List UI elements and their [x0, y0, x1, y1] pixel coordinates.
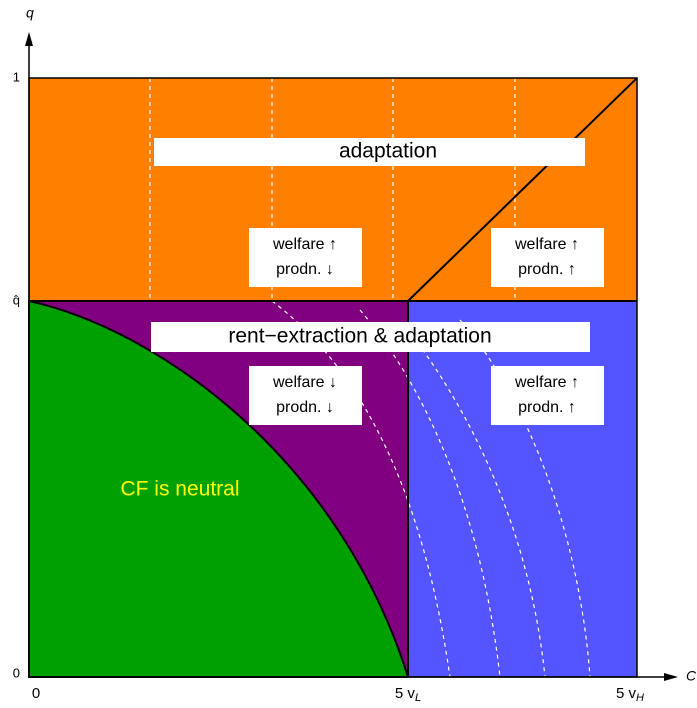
effect-box — [249, 366, 362, 425]
label-box — [154, 138, 585, 166]
effect-prodn: prodn. ↑ — [518, 261, 576, 278]
x-tick-text: 5 v — [395, 685, 416, 702]
region-label: CF is neutral — [120, 478, 239, 501]
effect-prodn: prodn. ↓ — [276, 261, 334, 278]
effect-box — [249, 228, 362, 287]
effect-welfare: welfare ↓ — [272, 374, 337, 391]
x-tick: 5 vH — [616, 685, 644, 704]
effect-box — [491, 228, 604, 287]
y-tick: 0 — [13, 665, 20, 680]
region-label: adaptation — [339, 140, 437, 163]
effect-box — [491, 366, 604, 425]
x-tick-sub: L — [415, 692, 421, 704]
x-tick-text: 5 v — [616, 685, 637, 702]
effect-welfare: welfare ↑ — [272, 236, 337, 253]
effect-welfare: welfare ↑ — [514, 374, 579, 391]
diagonal — [407, 77, 638, 302]
effect-prodn: prodn. ↑ — [518, 399, 576, 416]
y-axis-label: q — [26, 5, 34, 21]
label-box — [151, 322, 590, 352]
y-tick: 1 — [13, 69, 20, 84]
x-tick: 5 vL — [395, 685, 421, 704]
region-label: rent−extraction & adaptation — [228, 325, 491, 348]
y-arrow — [25, 32, 33, 46]
effect-prodn: prodn. ↓ — [276, 399, 334, 416]
blue-region — [408, 301, 637, 677]
effect-welfare: welfare ↑ — [514, 236, 579, 253]
x-arrow — [664, 673, 678, 681]
x-tick-text: 0 — [32, 685, 40, 702]
x-tick: 0 — [32, 685, 40, 702]
y-tick: q̂ — [13, 292, 20, 307]
x-axis-label: C — [686, 668, 697, 684]
green-region — [28, 299, 410, 678]
x-tick-sub: H — [636, 692, 644, 704]
